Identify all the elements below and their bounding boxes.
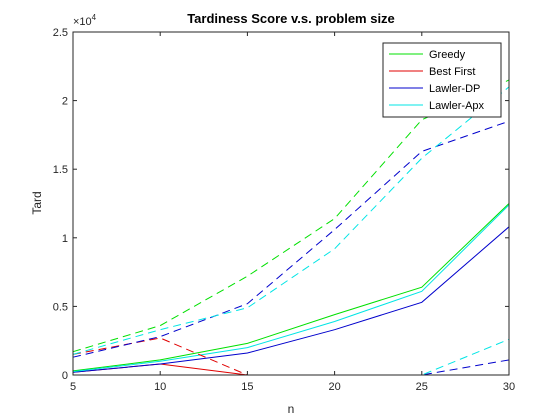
tick-layer: 5 10 15 20 25 30 0 0.5 1 1.5 2 2.5 [53, 27, 515, 393]
y-tick-label: 0 [62, 370, 68, 382]
y-tick-label: 2.5 [53, 27, 68, 39]
legend: Greedy Best First Lawler-DP Lawler-Apx [382, 42, 502, 118]
series-line-dashed-7 [72, 86, 510, 355]
x-tick-label: 20 [328, 381, 340, 393]
axes-box [72, 31, 510, 376]
series-line-lawler-apx [72, 204, 510, 373]
x-tick-label: 30 [503, 381, 515, 393]
x-tick-label: 25 [416, 381, 428, 393]
x-axis-label: n [288, 402, 295, 416]
x-tick-label: 5 [70, 381, 76, 393]
y-axis-label: Tard [30, 191, 44, 214]
legend-label-greedy: Greedy [429, 49, 466, 61]
y-tick-label: 2 [62, 96, 68, 108]
y-exponent-power: 4 [92, 13, 97, 22]
x-tick-label: 10 [154, 381, 166, 393]
series-line-lawler-dp [72, 226, 510, 373]
legend-label-lawler-apx: Lawler-Apx [429, 100, 485, 112]
legend-label-best-first: Best First [429, 66, 475, 78]
y-tick-label: 1 [62, 233, 68, 245]
y-tick-label: 1.5 [53, 164, 68, 176]
chart-title: Tardiness Score v.s. problem size [187, 11, 395, 26]
legend-label-lawler-dp: Lawler-DP [429, 83, 480, 95]
x-tick-label: 15 [241, 381, 253, 393]
series-line-greedy [72, 203, 510, 372]
y-exponent-label: ×104 [73, 13, 97, 28]
y-tick-label: 0.5 [53, 301, 68, 313]
